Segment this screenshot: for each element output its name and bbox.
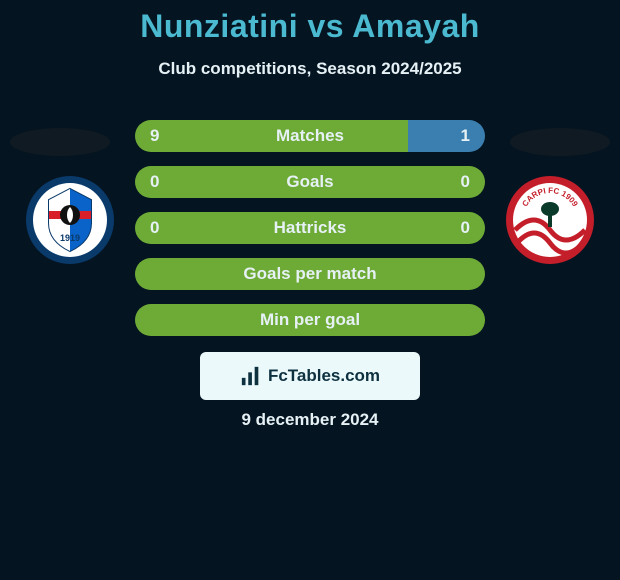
page-title: Nunziatini vs Amayah bbox=[0, 0, 620, 45]
stat-row: Goals00 bbox=[0, 166, 620, 198]
bar-right bbox=[408, 120, 485, 152]
bar-left bbox=[135, 212, 485, 244]
bar-left bbox=[135, 304, 485, 336]
stat-row: Hattricks00 bbox=[0, 212, 620, 244]
stat-row: Matches91 bbox=[0, 120, 620, 152]
watermark-text: FcTables.com bbox=[268, 366, 380, 386]
bar-left bbox=[135, 120, 408, 152]
bar-chart-icon bbox=[240, 365, 262, 387]
bar-track bbox=[135, 166, 485, 198]
bar-left bbox=[135, 166, 485, 198]
bar-track bbox=[135, 258, 485, 290]
bar-track bbox=[135, 304, 485, 336]
stat-row: Goals per match bbox=[0, 258, 620, 290]
stat-row: Min per goal bbox=[0, 304, 620, 336]
watermark: FcTables.com bbox=[200, 352, 420, 400]
footer-date: 9 december 2024 bbox=[0, 410, 620, 430]
chart-container: Nunziatini vs Amayah Club competitions, … bbox=[0, 0, 620, 580]
bar-track bbox=[135, 120, 485, 152]
bar-track bbox=[135, 212, 485, 244]
subtitle: Club competitions, Season 2024/2025 bbox=[0, 59, 620, 79]
bar-left bbox=[135, 258, 485, 290]
stat-rows: Matches91 Goals00 Hattricks00 Goals per mat… bbox=[0, 120, 620, 350]
